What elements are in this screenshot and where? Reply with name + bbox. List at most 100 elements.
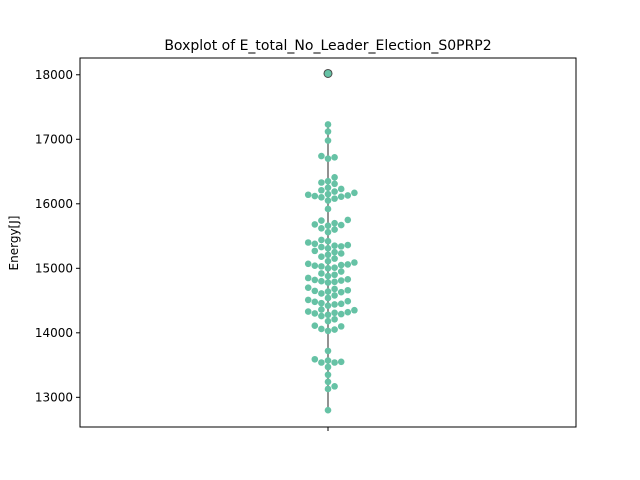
data-point [331, 242, 338, 250]
data-point [318, 194, 325, 201]
data-point [324, 257, 332, 265]
data-point [324, 121, 332, 128]
data-point [337, 185, 345, 193]
data-point [337, 250, 345, 257]
data-point [331, 188, 338, 195]
y-tick-label: 13000 [35, 390, 73, 404]
data-point [351, 259, 358, 266]
data-point [318, 253, 325, 260]
data-point [324, 302, 332, 310]
data-point [331, 255, 338, 262]
data-point [311, 247, 319, 255]
data-point [324, 363, 332, 371]
data-point [304, 191, 312, 199]
data-point [331, 285, 338, 293]
data-point [324, 184, 332, 191]
data-point [324, 155, 332, 162]
data-point [304, 239, 312, 246]
data-point [331, 219, 338, 227]
data-point [324, 347, 332, 355]
outlier-point [323, 68, 333, 78]
y-tick-label: 14000 [35, 326, 73, 340]
data-point [344, 192, 352, 199]
data-point [318, 270, 325, 277]
data-point [318, 225, 325, 232]
data-point [324, 371, 332, 379]
y-tick-label: 17000 [35, 132, 73, 146]
data-point [331, 180, 338, 188]
data-point [344, 286, 352, 294]
data-point [331, 383, 338, 390]
data-point [351, 306, 358, 314]
data-point [318, 290, 325, 297]
data-point [344, 308, 352, 316]
data-point [331, 359, 338, 366]
data-point [344, 297, 352, 305]
data-point [304, 260, 312, 268]
plot-area [304, 68, 358, 414]
data-point [324, 197, 332, 204]
data-point [318, 179, 325, 186]
data-point [304, 296, 312, 304]
data-point [331, 154, 338, 161]
data-point [311, 355, 319, 363]
data-point [324, 128, 332, 135]
data-point [331, 278, 338, 286]
data-point [337, 310, 345, 318]
data-point [337, 358, 345, 366]
data-point [331, 226, 338, 233]
data-point [304, 284, 312, 291]
data-point [344, 275, 352, 283]
data-point [324, 237, 332, 245]
data-point [331, 195, 338, 202]
data-point [324, 177, 332, 185]
data-point [324, 222, 332, 230]
data-point [324, 190, 332, 198]
data-point [324, 311, 332, 319]
data-point [318, 186, 325, 194]
data-point [324, 272, 332, 280]
data-point [331, 174, 338, 181]
data-point [324, 357, 332, 364]
data-point [311, 192, 319, 200]
data-point [344, 261, 352, 268]
data-point [318, 263, 325, 270]
data-point [337, 243, 345, 250]
y-axis: 13000 14000 15000 16000 17000 18000 [35, 68, 80, 404]
data-point [318, 236, 325, 244]
chart-title: Boxplot of E_total_No_Leader_Election_S0… [164, 38, 491, 54]
data-point [318, 325, 325, 333]
data-point [337, 323, 345, 330]
data-point [324, 385, 332, 393]
data-point [331, 264, 338, 271]
data-point [311, 287, 319, 295]
data-point [324, 251, 332, 259]
data-point [331, 301, 338, 308]
data-point [331, 309, 338, 317]
data-point [311, 276, 319, 284]
data-point [318, 306, 325, 313]
data-point [324, 406, 332, 414]
data-point [311, 262, 319, 270]
data-point [304, 308, 312, 315]
data-point [331, 326, 338, 333]
data-point [311, 221, 319, 228]
data-point [311, 310, 319, 317]
data-point [318, 243, 325, 251]
data-point [337, 277, 345, 284]
data-point [331, 292, 338, 299]
y-axis-label: Energy[J] [7, 216, 21, 271]
data-point [324, 205, 332, 213]
data-point [324, 288, 332, 295]
data-point [331, 315, 338, 323]
data-point [331, 271, 338, 279]
data-point [311, 322, 319, 330]
data-point [318, 312, 325, 320]
data-point [324, 228, 332, 236]
data-point [337, 300, 345, 308]
data-point [337, 261, 345, 269]
data-point [337, 221, 345, 229]
data-point [324, 245, 332, 252]
data-point [311, 240, 319, 248]
